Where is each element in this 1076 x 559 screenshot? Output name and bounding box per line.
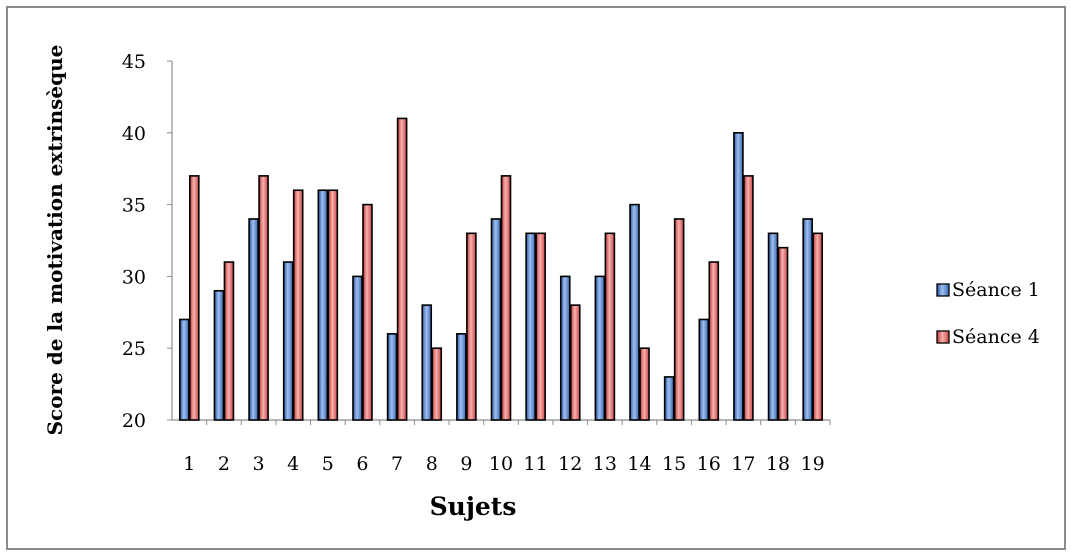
bar-seance-4 [327, 189, 339, 421]
bar-seance-1 [386, 333, 398, 421]
bar-seance-4 [708, 261, 720, 421]
y-axis-title: Score de la motivation extrinsèque [43, 45, 67, 436]
x-tick-label: 18 [766, 453, 790, 475]
x-tick-label: 19 [801, 453, 825, 475]
y-tick-label: 25 [122, 338, 146, 360]
bar-seance-1 [663, 376, 675, 421]
legend-label: Séance 4 [952, 326, 1040, 348]
x-tick-label: 16 [697, 453, 721, 475]
x-tick-label: 10 [489, 453, 513, 475]
legend: Séance 1 Séance 4 [936, 279, 1040, 348]
x-tick-label: 9 [460, 453, 472, 475]
x-tick-label: 1 [183, 453, 195, 475]
y-tick-label: 45 [122, 51, 146, 73]
bar-seance-4 [673, 218, 685, 421]
x-tick-label: 6 [356, 453, 368, 475]
bar-seance-1 [248, 218, 259, 421]
x-tick-label: 14 [627, 453, 651, 475]
x-tick-label: 2 [218, 453, 230, 475]
bar-seance-1 [733, 132, 744, 421]
y-tick-label: 40 [122, 123, 146, 145]
y-tick-label: 30 [122, 266, 146, 288]
bar-seance-4 [362, 203, 373, 421]
x-tick-label: 8 [426, 453, 438, 475]
x-tick-label: 5 [322, 453, 334, 475]
legend-label: Séance 1 [952, 279, 1040, 301]
bar-seance-1 [698, 318, 710, 421]
bar-seance-1 [317, 189, 329, 421]
bar-seance-4 [396, 117, 408, 421]
bar-seance-1 [421, 304, 433, 421]
legend-swatch [936, 330, 950, 344]
legend-swatch [936, 283, 950, 297]
bar-seance-4 [569, 304, 581, 421]
bar-seance-1 [629, 203, 640, 421]
bar-seance-4 [500, 175, 512, 421]
bar-seance-4 [743, 175, 754, 421]
bar-seance-1 [282, 261, 294, 421]
bar-seance-1 [352, 275, 363, 421]
bar-seance-4 [258, 175, 269, 421]
bar-seance-4 [431, 347, 443, 421]
y-tick-label: 20 [122, 410, 146, 432]
bar-seance-1 [213, 289, 225, 421]
bar-seance-1 [490, 218, 502, 421]
bar-seance-4 [812, 232, 823, 421]
bar-seance-1 [559, 275, 571, 421]
bar-seance-4 [466, 232, 477, 421]
bar-seance-1 [802, 218, 813, 421]
bar-seance-1 [594, 275, 606, 421]
bar-seance-4 [777, 246, 789, 421]
x-tick-label: 15 [662, 453, 686, 475]
bar-seance-4 [189, 175, 200, 421]
bar-seance-4 [292, 189, 304, 421]
bars [179, 117, 823, 421]
x-tick-label: 4 [287, 453, 299, 475]
x-axis-title: Sujets [430, 492, 517, 521]
bar-seance-4 [604, 232, 616, 421]
x-tick-label: 7 [391, 453, 403, 475]
y-tick-label: 35 [122, 195, 146, 217]
x-tick-label: 13 [593, 453, 617, 475]
bar-seance-1 [767, 232, 779, 421]
bar-seance-1 [179, 318, 190, 421]
x-tick-label: 17 [731, 453, 755, 475]
x-tick-label: 11 [524, 453, 548, 475]
bar-seance-1 [456, 333, 467, 421]
x-tick-label: 12 [558, 453, 582, 475]
bar-seance-4 [535, 232, 546, 421]
bar-seance-4 [639, 347, 650, 421]
bar-seance-1 [525, 232, 536, 421]
bar-seance-4 [223, 261, 235, 421]
x-tick-label: 3 [253, 453, 265, 475]
